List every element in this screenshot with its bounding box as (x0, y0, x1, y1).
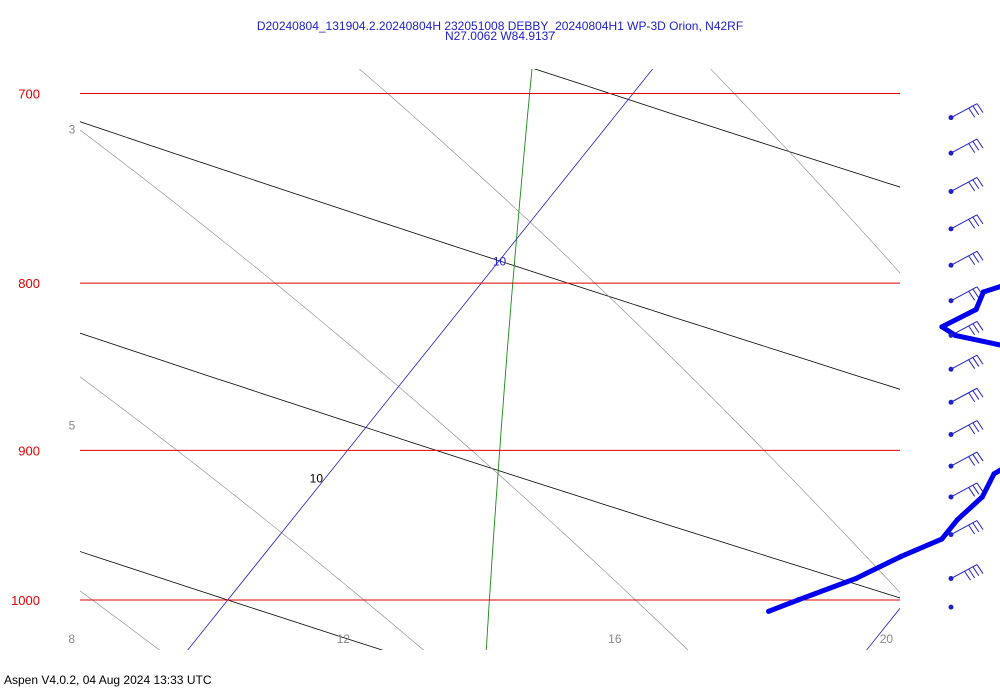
dewpoint-point (939, 536, 945, 542)
wind-barb (948, 320, 984, 338)
isobar-label: 700 (18, 87, 40, 102)
dry-adiabat-label: 10 (310, 471, 324, 485)
wind-barbs (948, 103, 984, 610)
wind-barb (948, 250, 984, 268)
isobar-label: 1000 (11, 593, 40, 608)
dewpoint-point (766, 608, 772, 614)
isobar-label: 800 (18, 276, 40, 291)
dewpoint-point (991, 471, 997, 477)
dewpoint-point (853, 575, 859, 582)
mixing-ratio-line (485, 69, 533, 650)
moist-adiabat-line (710, 69, 900, 274)
wind-barb (948, 482, 984, 500)
moist-adiabat-line (80, 590, 160, 650)
dewpoint-point (795, 597, 801, 603)
wind-barb (948, 564, 984, 582)
isotherm-line (187, 69, 654, 650)
bottom-temperature-label: 20 (880, 632, 894, 646)
chart-subtitle-location: N27.0062 W84.9137 (444, 29, 556, 43)
moist-adiabat-label: 5 (69, 419, 76, 433)
footer-software-version: Aspen V4.0.2, 04 Aug 2024 13:33 UTC (4, 673, 212, 687)
moist-adiabat-label: 3 (69, 123, 76, 137)
isobars (80, 93, 900, 601)
wind-barb (948, 387, 984, 405)
isotherm-line (866, 607, 900, 650)
wind-barb (948, 420, 984, 438)
wind-barb (948, 177, 984, 194)
dewpoint-point (939, 324, 945, 330)
dewpoint-point (973, 306, 979, 313)
dewpoint-point (954, 517, 960, 523)
bottom-temperature-label: 12 (337, 632, 351, 646)
dewpoint-profile-line (766, 283, 1000, 614)
bottom-temperature-label: 8 (68, 632, 75, 646)
moist-adiabat-line (80, 129, 689, 650)
wind-barb (948, 451, 984, 469)
moist-adiabat-line (803, 0, 1000, 700)
sounding-profiles (766, 283, 1000, 614)
wind-barb (948, 214, 984, 232)
chart-title: D20240804_131904.2.20240804H 232051008 D… (256, 19, 744, 33)
moist-adiabat-line (80, 376, 424, 650)
isotherm-label: 10 (493, 254, 507, 268)
mixing-ratio-lines (485, 0, 960, 700)
isobar-label: 900 (18, 443, 40, 458)
dewpoint-point (897, 554, 904, 560)
dry-adiabat-line (80, 551, 384, 650)
wind-barb (948, 138, 984, 156)
dry-adiabat-line (253, 0, 1000, 700)
wind-barb (948, 354, 984, 372)
dewpoint-point (980, 289, 986, 295)
dewpoint-point (979, 494, 985, 500)
wind-barb (948, 520, 984, 538)
mixing-ratio-line (912, 0, 960, 700)
wind-barb (948, 286, 984, 304)
wind-barb (948, 604, 954, 610)
bottom-temperature-label: 16 (608, 632, 622, 646)
wind-barb (948, 103, 984, 121)
